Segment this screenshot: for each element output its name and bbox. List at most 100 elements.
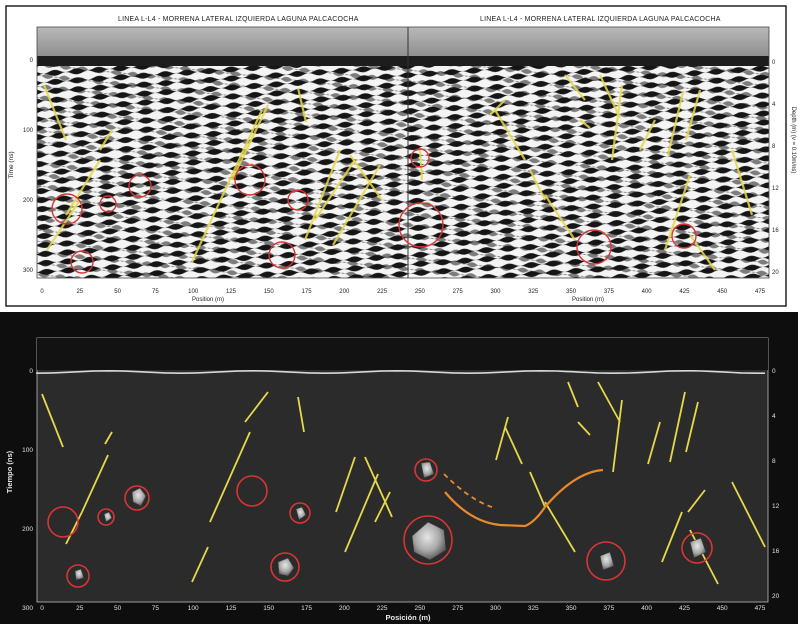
fracture-line (344, 473, 379, 553)
x-tick-label: 250 (414, 605, 425, 612)
depth-tick-label: 16 (772, 548, 780, 555)
boulder-circle (99, 195, 117, 213)
y-tick-label: 100 (22, 447, 33, 454)
fracture-line (666, 91, 685, 156)
interpreted-contact-line (444, 468, 604, 528)
x-tick-label: 400 (641, 605, 652, 612)
depth-tick-label: 20 (772, 593, 780, 600)
radargram-depth-label: Depth (m) (v = 0.10m/ns) (790, 107, 796, 174)
x-tick-label: 250 (415, 289, 426, 295)
x-tick-label: 50 (114, 289, 121, 295)
x-tick-label: 100 (188, 289, 199, 295)
boulder-circle (403, 515, 453, 565)
boulder-shape (420, 461, 435, 479)
fracture-line (577, 421, 591, 436)
radargram-x-label-left: Position (m) (192, 297, 224, 303)
boulder-circle (671, 223, 697, 249)
fracture-line (544, 194, 576, 241)
interpretation-x-label: Posición (m) (385, 613, 431, 622)
x-tick-label: 300 (490, 605, 501, 612)
fracture-line (567, 381, 579, 408)
fracture-line (244, 391, 269, 423)
fracture-line (231, 104, 269, 181)
boulder-circle (586, 541, 626, 581)
boulder-circle (97, 508, 115, 526)
depth-tick-label: 0 (772, 368, 776, 375)
boulder-circle (70, 250, 94, 274)
fracture-line (65, 159, 101, 216)
boulder-shape (74, 568, 85, 581)
fracture-line (504, 426, 523, 465)
x-tick-label: 0 (40, 605, 44, 612)
fracture-line (191, 546, 209, 583)
x-tick-label: 150 (263, 605, 274, 612)
x-tick-label: 25 (76, 605, 84, 612)
boulder-circle (270, 552, 300, 582)
fracture-line (610, 84, 624, 161)
y-tick-label: 200 (22, 526, 33, 533)
x-tick-label: 325 (528, 289, 539, 295)
x-tick-label: 175 (302, 289, 313, 295)
boulder-circle (234, 164, 266, 196)
radargram-title-left: LINEA L-L4 - MORRENA LATERAL IZQUIERDA L… (118, 16, 359, 23)
boulder-circle (236, 475, 268, 507)
x-tick-label: 350 (566, 605, 577, 612)
fracture-line (81, 454, 109, 513)
fracture-line (332, 164, 381, 246)
x-tick-label: 125 (226, 289, 237, 295)
fracture-line (689, 529, 719, 585)
x-tick-label: 200 (339, 289, 350, 295)
boulder-circle (124, 485, 150, 511)
x-tick-label: 75 (152, 605, 160, 612)
boulder-shape (277, 557, 295, 577)
boulder-circle (414, 458, 438, 482)
radargram-panel: LINEA L-L4 - MORRENA LATERAL IZQUIERDA L… (5, 5, 796, 307)
x-tick-label: 275 (452, 605, 463, 612)
boulder-circle (51, 193, 83, 225)
boulder-circle (398, 202, 444, 248)
fracture-line (209, 431, 251, 523)
x-tick-label: 475 (755, 289, 766, 295)
fracture-line (349, 154, 383, 201)
x-tick-label: 350 (566, 289, 577, 295)
radargram-y-label: Time (ns) (8, 151, 15, 178)
y-tick-label: 300 (23, 268, 34, 274)
x-tick-label: 200 (339, 605, 350, 612)
boulder-shape (131, 487, 147, 507)
depth-tick-label: 12 (772, 503, 780, 510)
fracture-line (731, 481, 766, 548)
boulder-shape (599, 551, 615, 571)
x-tick-label: 300 (490, 289, 501, 295)
x-tick-label: 0 (40, 289, 44, 295)
boulder-circle (47, 506, 79, 538)
boulder-circle (287, 189, 309, 211)
x-tick-label: 375 (603, 605, 614, 612)
fracture-line (597, 381, 621, 423)
fracture-line (42, 84, 68, 141)
fracture-line (612, 399, 623, 473)
depth-tick-label: 16 (772, 228, 779, 234)
depth-tick-label: 8 (772, 458, 776, 465)
boulder-circle (128, 174, 152, 198)
fracture-line (639, 119, 656, 151)
x-tick-label: 425 (679, 605, 690, 612)
boulder-circle (268, 241, 296, 269)
fracture-line (495, 416, 509, 461)
fracture-line (489, 99, 506, 116)
fracture-line (730, 149, 754, 216)
x-tick-label: 25 (76, 289, 83, 295)
x-tick-label: 125 (226, 605, 237, 612)
ground-surface-line (36, 369, 765, 375)
boulder-circle (576, 229, 612, 265)
radargram-image (36, 26, 770, 279)
x-tick-label: 150 (264, 289, 275, 295)
fracture-line (669, 391, 686, 463)
boulder-shape (103, 511, 113, 523)
fracture-line (599, 74, 621, 119)
x-tick-label: 50 (114, 605, 122, 612)
fracture-line (529, 471, 546, 508)
fracture-line (579, 119, 591, 129)
fracture-line (296, 87, 308, 123)
boulder-shape (689, 537, 707, 559)
x-tick-label: 450 (717, 289, 728, 295)
